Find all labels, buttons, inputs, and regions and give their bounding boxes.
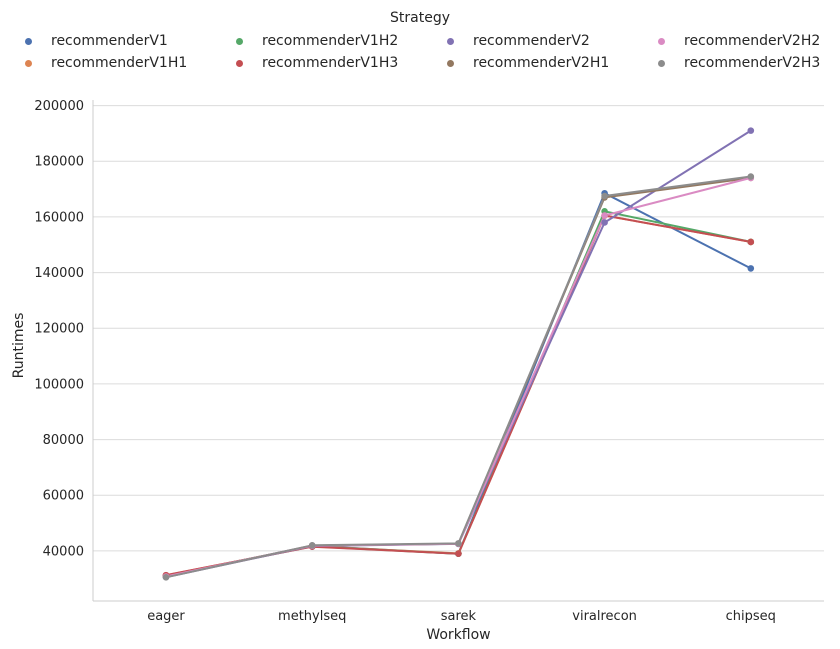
series-line — [165, 176, 751, 578]
y-axis-label: Runtimes — [11, 313, 27, 379]
data-point — [601, 219, 608, 226]
y-tick-label: 160000 — [34, 210, 84, 225]
x-tick-label: methylseq — [278, 609, 346, 624]
legend-marker — [236, 60, 243, 67]
x-tick-label: sarek — [441, 609, 477, 624]
legend-label: recommenderV2H2 — [684, 33, 821, 49]
y-tick-label: 100000 — [34, 377, 84, 392]
series-line — [165, 129, 752, 579]
x-tick-labels: eager methylseq sarek viralrecon chipseq — [147, 609, 776, 624]
series-line — [165, 175, 751, 579]
legend-label: recommenderV1H2 — [262, 33, 399, 49]
legend-label: recommenderV2 — [473, 33, 590, 49]
legend-label: recommenderV2H1 — [473, 55, 610, 71]
legend-marker — [658, 38, 665, 45]
y-tick-label: 40000 — [43, 544, 84, 559]
data-point — [747, 173, 755, 180]
legend-label: recommenderV1H1 — [51, 55, 188, 71]
legend-marker — [25, 60, 32, 67]
data-point — [455, 550, 462, 557]
y-tick-label: 120000 — [34, 322, 84, 337]
series-line — [165, 214, 751, 577]
legend-marker — [447, 38, 454, 45]
series-line — [165, 192, 752, 577]
series-line — [165, 210, 752, 577]
x-tick-label: eager — [147, 609, 185, 624]
legend-marker — [658, 60, 665, 67]
legend-marker — [447, 60, 454, 67]
data-point — [162, 574, 170, 581]
grid-lines — [93, 105, 824, 552]
legend-label: recommenderV1H3 — [262, 55, 399, 71]
data-point — [601, 192, 608, 200]
series-line — [165, 214, 751, 577]
data-point — [455, 540, 462, 547]
axes — [92, 100, 824, 602]
legend-marker — [236, 38, 243, 45]
data-point — [747, 265, 755, 272]
legend-label: recommenderV2H3 — [684, 55, 821, 71]
y-tick-labels: 40000 60000 80000 100000 120000 140000 160000 1… — [34, 99, 84, 559]
y-tick-label: 140000 — [34, 266, 84, 281]
data-point — [601, 212, 608, 219]
y-tick-label: 180000 — [34, 155, 84, 170]
series-lines — [165, 129, 752, 579]
x-tick-label: viralrecon — [572, 609, 637, 624]
legend-marker — [25, 38, 32, 45]
y-tick-label: 200000 — [34, 99, 84, 114]
data-point — [747, 238, 755, 246]
series-points — [162, 127, 755, 581]
legend-label: recommenderV1 — [51, 33, 168, 49]
data-point — [308, 542, 316, 549]
y-tick-label: 60000 — [43, 489, 84, 504]
data-point — [747, 127, 755, 134]
y-tick-label: 80000 — [43, 433, 84, 448]
legend-title: Strategy — [390, 10, 450, 26]
x-tick-label: chipseq — [726, 609, 776, 624]
x-axis-label: Workflow — [426, 627, 490, 643]
series-line — [165, 176, 752, 578]
